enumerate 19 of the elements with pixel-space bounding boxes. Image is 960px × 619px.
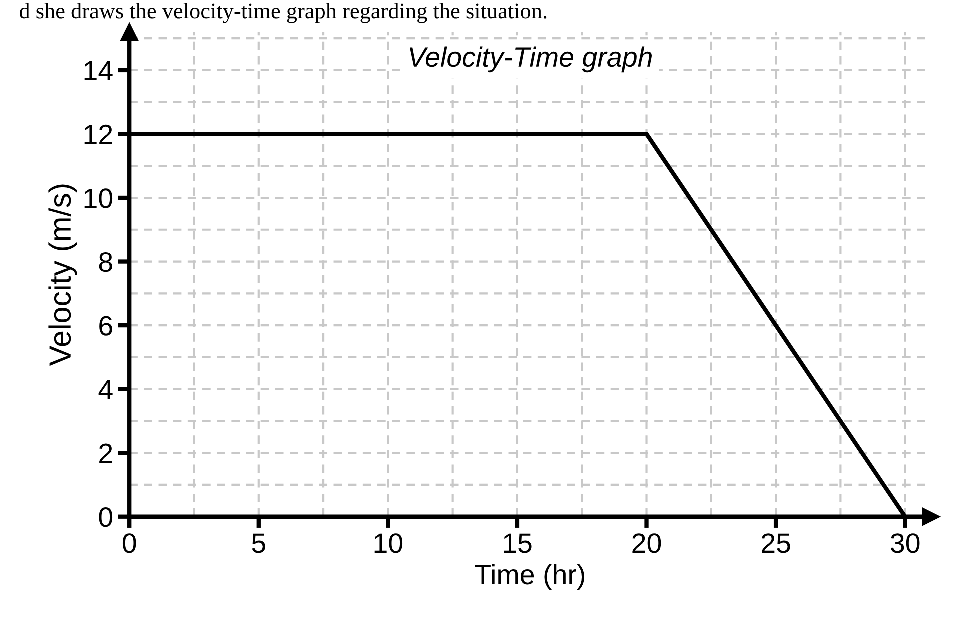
y-tick-label: 0: [99, 508, 113, 528]
y-tick-label: 14: [84, 61, 113, 81]
y-tick-label: 12: [84, 124, 112, 144]
x-axis-title: Time (hr): [475, 564, 584, 590]
x-tick-label: 5: [252, 534, 266, 554]
x-tick-label: 25: [762, 534, 790, 554]
y-axis-title: Velocity (m/s): [48, 184, 78, 366]
x-tick-label: 15: [504, 534, 532, 554]
y-tick-label: 2: [100, 444, 112, 464]
y-tick-label: 4: [98, 380, 113, 400]
chart-title: Velocity-Time graph: [410, 46, 652, 73]
x-tick-label: 10: [374, 534, 403, 554]
y-tick-label: 10: [84, 188, 113, 208]
y-tick-label: 6: [100, 316, 112, 336]
x-tick-label: 20: [632, 534, 662, 554]
y-tick-label: 8: [99, 252, 112, 272]
x-tick-label: 30: [890, 534, 920, 554]
text: d she draws the velocity-time graph regarding the situation.: [20, 3, 547, 24]
x-tick-label: 0: [122, 534, 136, 554]
